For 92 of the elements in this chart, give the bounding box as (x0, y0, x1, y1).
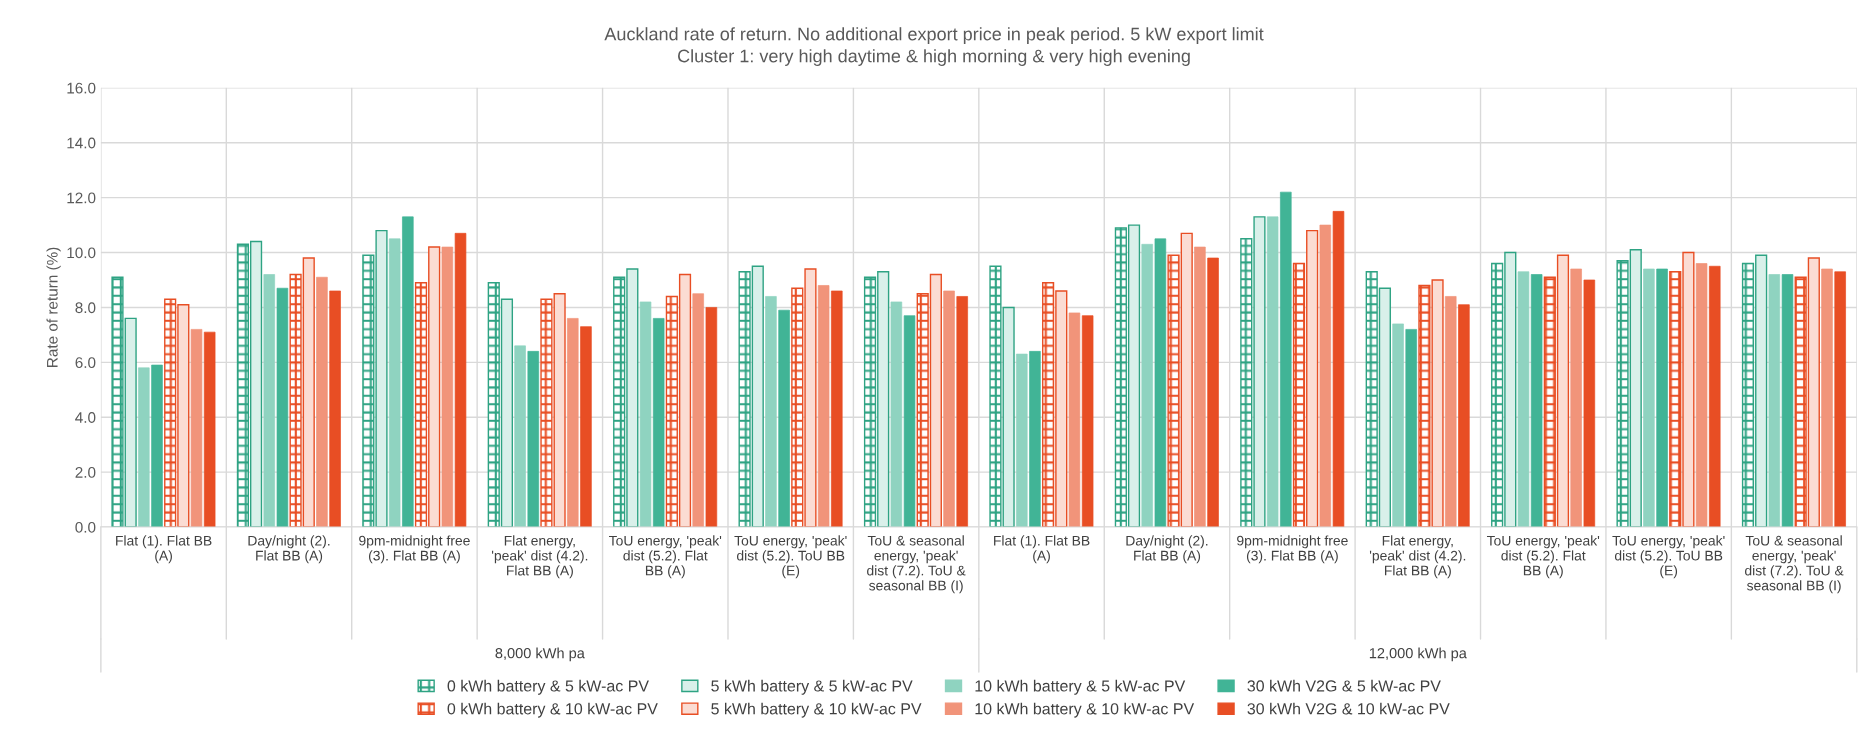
x-tick-label: ToU energy, 'peak' dist (5.2). ToU BB (E) (734, 535, 847, 579)
bar (639, 301, 652, 528)
legend-label: 5 kWh battery & 10 kW-ac PV (711, 702, 922, 718)
y-tick-label: 0.0 (75, 521, 96, 533)
bar (454, 232, 467, 528)
bar (151, 364, 163, 528)
bar (1405, 329, 1417, 528)
bar (1768, 274, 1781, 528)
bar (1016, 353, 1028, 528)
bar (263, 274, 275, 528)
bar (514, 345, 526, 528)
bar (705, 307, 718, 528)
legend-label: 0 kWh battery & 10 kW-ac PV (447, 702, 658, 718)
text: 12,000 kWh pa (1369, 647, 1467, 662)
bar (1392, 323, 1404, 528)
y-tick-label: 4.0 (75, 412, 96, 423)
x-tick-label: Flat (1). Flat BB (A) (116, 535, 212, 564)
bar (1530, 274, 1543, 528)
bar (765, 296, 777, 528)
x-tick-label: Flat energy, 'peak' dist (4.2). Flat BB (A) (491, 535, 588, 579)
bar (1695, 263, 1708, 528)
bar (1821, 268, 1833, 528)
bar (1583, 279, 1596, 528)
bar (1781, 274, 1794, 528)
bar (276, 287, 289, 528)
bar (1517, 271, 1530, 528)
bar (1154, 238, 1167, 528)
legend-label: 5 kWh battery & 5 kW-ac PV (711, 679, 913, 695)
bar (778, 309, 790, 528)
bar (1029, 351, 1041, 528)
x-tick-label: ToU & seasonal energy, 'peak' dist (7.2). ToU & seasonal BB (I) (1745, 535, 1844, 594)
bar (316, 276, 328, 528)
bar (1834, 271, 1846, 528)
x-tick-label: 9pm-midnight free (3). Flat BB (A) (359, 535, 470, 564)
bar (1458, 304, 1470, 528)
bar (190, 329, 203, 528)
x-tick-label: ToU energy, 'peak' dist (5.2). Flat BB (A) (609, 535, 722, 579)
bar (692, 293, 704, 528)
bar (527, 351, 540, 528)
y-tick-label: 8.0 (75, 302, 96, 314)
bar (402, 216, 414, 528)
y-tick-label: 10.0 (67, 247, 96, 259)
legend-label: 0 kWh battery & 5 kW-ac PV (447, 679, 649, 695)
y-tick-label: 16.0 (67, 82, 96, 94)
x-tick-label: 9pm-midnight free (3). Flat BB (A) (1237, 535, 1348, 564)
y-tick-label: 12.0 (67, 192, 96, 204)
y-tick-label: 6.0 (75, 357, 96, 369)
x-tick-label: ToU energy, 'peak' dist (5.2). Flat BB (A) (1486, 535, 1600, 579)
legend-label: 30 kWh V2G & 10 kW-ac PV (1247, 702, 1450, 715)
x-tick-label: Flat energy, 'peak' dist (4.2). Flat BB (A) (1369, 535, 1466, 579)
y-tick-label: 14.0 (67, 137, 96, 149)
y-axis-title: Rate of return (%) (46, 247, 61, 367)
bar (1332, 211, 1345, 528)
bar (1068, 312, 1081, 528)
y-tick-label: 2.0 (75, 467, 96, 478)
bar (1570, 268, 1582, 528)
bar (1266, 216, 1279, 528)
bar (1207, 257, 1219, 528)
bar (1081, 315, 1094, 528)
bar (831, 290, 843, 528)
bar (1709, 265, 1721, 528)
x-tick-label: ToU energy, 'peak' dist (5.2). ToU BB (E) (1612, 535, 1725, 579)
bar (817, 285, 830, 528)
bar (1319, 224, 1332, 528)
bar (890, 301, 903, 528)
bar (1444, 296, 1457, 528)
bar (567, 318, 579, 528)
bar (943, 290, 955, 528)
bar (1141, 243, 1153, 528)
chart-subtitle: Cluster 1: very high daytime & high morning & very high evening (678, 49, 1190, 66)
bar (203, 331, 216, 528)
x-tick-label: Flat (1). Flat BB (A) (994, 535, 1090, 564)
x-tick-label: Day/night (2). Flat BB (A) (1126, 535, 1208, 564)
bar (1656, 268, 1668, 528)
legend-label: 30 kWh V2G & 5 kW-ac PV (1247, 679, 1441, 692)
bar (388, 238, 401, 528)
bar (138, 367, 150, 528)
x-tick-label: ToU & seasonal energy, 'peak' dist (7.2). ToU & seasonal BB (I) (867, 535, 966, 594)
bar (1194, 246, 1206, 528)
bar (580, 326, 592, 528)
legend-label: 10 kWh battery & 5 kW-ac PV (975, 679, 1186, 695)
bar (903, 315, 916, 528)
bar (652, 318, 665, 528)
bar (441, 246, 454, 528)
text: 8,000 kWh pa (495, 647, 585, 662)
chart-title: Auckland rate of return. No additional export price in peak period. 5 kW export limit (604, 27, 1264, 45)
bar (956, 296, 968, 528)
bar (329, 290, 341, 528)
bar (1643, 268, 1655, 528)
legend-label: 10 kWh battery & 10 kW-ac PV (975, 702, 1195, 718)
bar (1280, 191, 1292, 528)
x-tick-label: Day/night (2). Flat BB (A) (248, 535, 330, 564)
